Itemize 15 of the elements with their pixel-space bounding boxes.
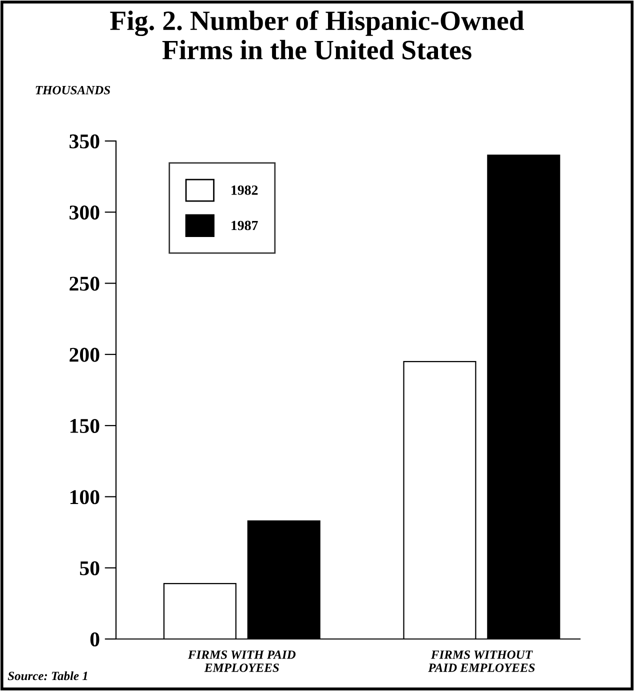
legend-label: 1982	[232, 185, 258, 195]
source-note: Source: Table 1	[8, 671, 88, 680]
y-tick-label: 250	[70, 276, 100, 291]
y-tick-label: 100	[70, 490, 100, 504]
y-tick-label: 150	[70, 418, 100, 434]
y-tick-label: 350	[70, 134, 100, 148]
chart-title: Fig. 2. Number of Hispanic-Owned Firms in the United States	[110, 10, 524, 60]
y-tick-label: 300	[70, 206, 100, 220]
y-axis-title: THOUSANDS	[36, 86, 110, 94]
x-tick-label: FIRMS WITH PAID EMPLOYEES	[188, 650, 296, 672]
legend-label: 1987	[232, 220, 258, 230]
y-tick-label: 50	[80, 561, 100, 576]
y-tick-label: 200	[70, 348, 100, 362]
x-tick-label: FIRMS WITHOUT PAID EMPLOYEES	[428, 650, 535, 672]
y-tick-label: 0	[90, 632, 100, 646]
